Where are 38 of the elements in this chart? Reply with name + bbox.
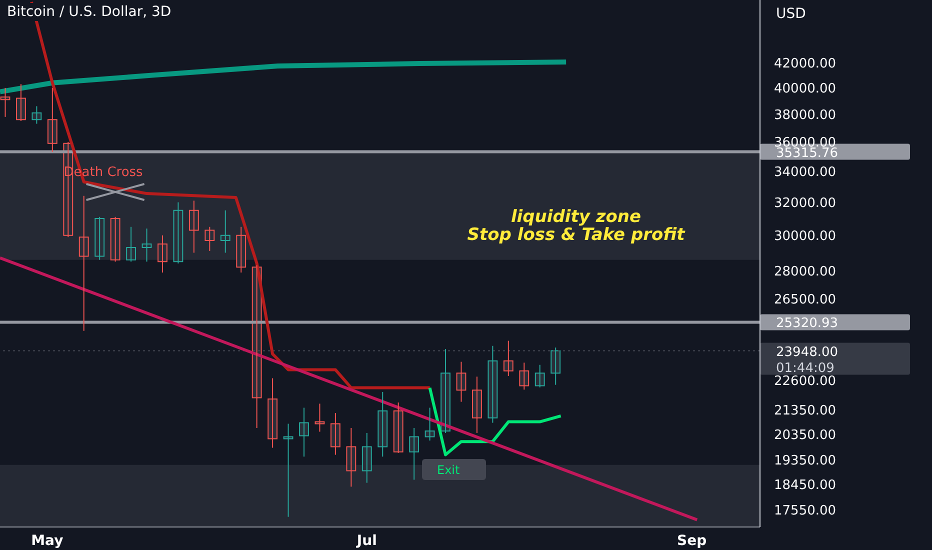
- line-series: [428, 386, 562, 456]
- candlestick: [488, 345, 498, 424]
- x-tick-label: May: [31, 532, 64, 549]
- candlestick: [534, 364, 545, 388]
- y-tick-label: 22600.00: [774, 374, 836, 390]
- y-tick-label: 26500.00: [774, 292, 836, 308]
- y-tick-label: 28000.00: [774, 264, 836, 280]
- y-tick-label: 30000.00: [774, 228, 836, 244]
- ref-line-label: 23948.00: [776, 344, 838, 360]
- candlestick: [204, 226, 215, 252]
- y-tick-label: 20350.00: [774, 428, 836, 443]
- x-tick-label: Jul: [356, 532, 377, 549]
- y-tick-label: 18450.00: [774, 478, 836, 494]
- candlestick: [472, 376, 482, 434]
- y-tick-label: 40000.00: [774, 82, 836, 97]
- annotation: liquidity zone: [510, 207, 642, 227]
- text: 01:44:09: [776, 360, 834, 376]
- x-tick-label: Sep: [677, 532, 707, 549]
- y-tick-label: 21350.00: [774, 403, 836, 418]
- y-axis-title: USD: [776, 6, 806, 22]
- y-tick-label: 38000.00: [774, 108, 836, 123]
- ref-line-label: 25320.93: [776, 316, 838, 332]
- candlestick: [188, 200, 199, 254]
- y-tick-label: 32000.00: [774, 196, 836, 211]
- y-tick-label: 34000.00: [774, 164, 836, 180]
- annotation: Exit: [437, 462, 460, 479]
- y-tick-label: 19350.00: [774, 454, 836, 469]
- candlestick: [424, 407, 435, 442]
- chart-title: Bitcoin / U.S. Dollar, 3D: [4, 3, 174, 21]
- candlestick: [16, 84, 26, 122]
- annotation: Stop loss & Take profit: [466, 225, 686, 245]
- candlestick: [268, 378, 278, 448]
- candlestick: [378, 391, 388, 458]
- y-tick-label: 42000.00: [774, 56, 836, 72]
- candlestick: [503, 340, 514, 376]
- y-tick-label: 17550.00: [774, 504, 836, 519]
- candlestick: [393, 402, 404, 454]
- candlestick: [220, 210, 230, 254]
